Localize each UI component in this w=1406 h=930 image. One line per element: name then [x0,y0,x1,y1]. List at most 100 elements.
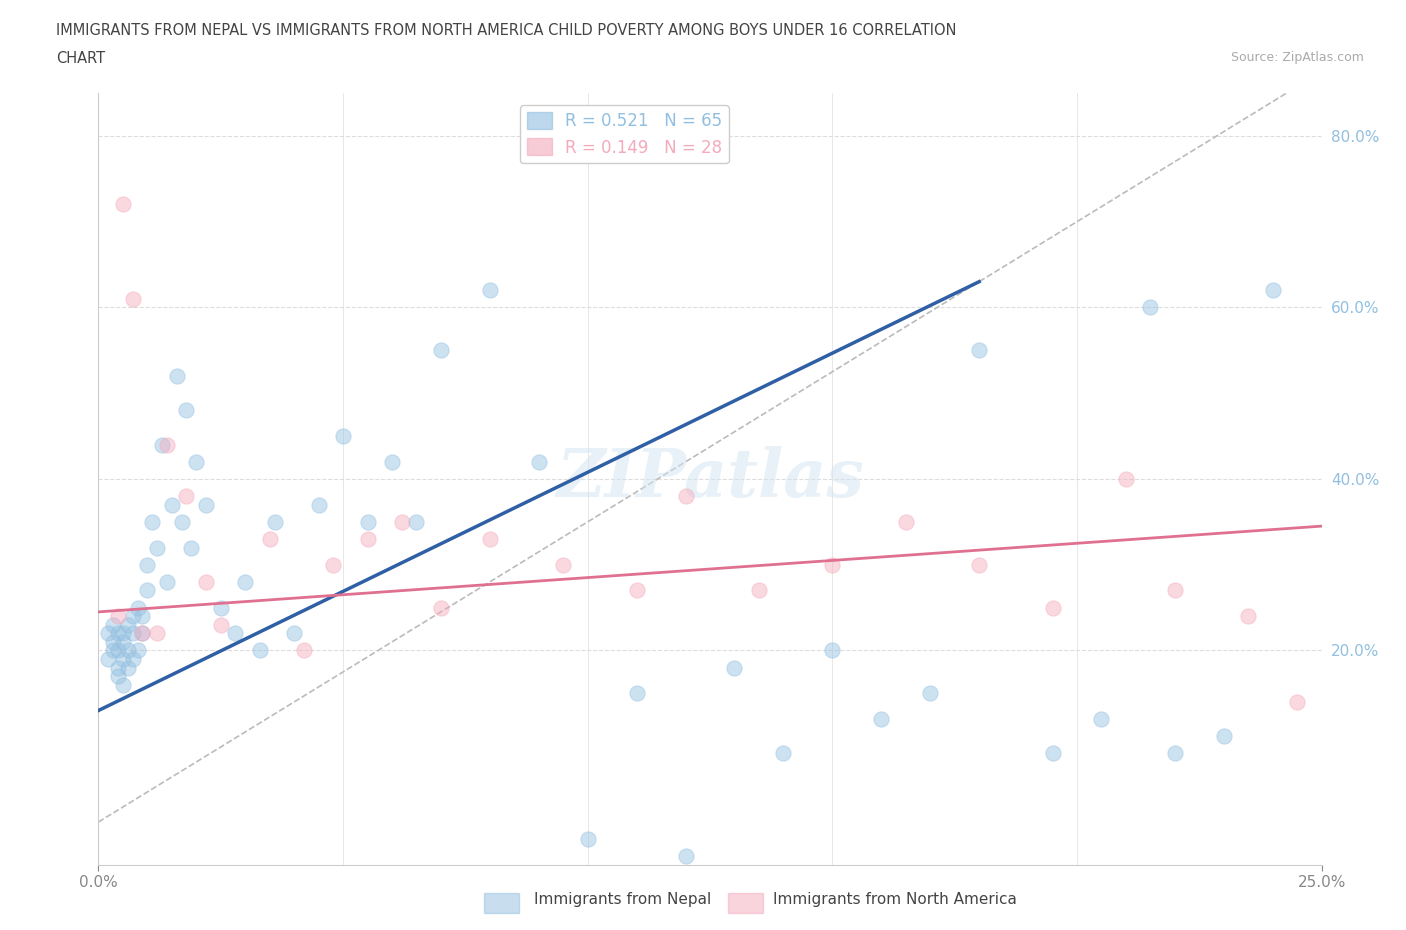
Point [478,532,501,547]
Point [1164,583,1187,598]
Point [101,634,124,649]
Point [107,643,129,658]
Point [723,660,745,675]
Point [101,618,124,632]
Text: IMMIGRANTS FROM NEPAL VS IMMIGRANTS FROM NORTH AMERICA CHILD POVERTY AMONG BOYS : IMMIGRANTS FROM NEPAL VS IMMIGRANTS FROM… [56,23,956,38]
Point [131,626,153,641]
Point [1261,283,1284,298]
Point [180,540,202,555]
Point [136,583,159,598]
Point [553,557,575,572]
Point [675,488,697,503]
Point [209,600,232,615]
Point [127,600,149,615]
Text: ZIPatlas: ZIPatlas [557,446,863,512]
Point [117,660,139,675]
Point [381,455,404,470]
Point [107,609,129,624]
Text: Immigrants from Nepal: Immigrants from Nepal [534,892,711,907]
Point [160,498,183,512]
Point [146,626,169,641]
Text: Source: ZipAtlas.com: Source: ZipAtlas.com [1230,51,1364,64]
Point [478,283,501,298]
Point [1090,711,1112,726]
Point [821,557,844,572]
Point [1042,746,1064,761]
Point [156,575,179,590]
Point [356,514,378,529]
Point [101,643,124,658]
Point [121,652,143,667]
Point [117,618,139,632]
Point [107,669,129,684]
Point [111,677,134,692]
Point [111,197,134,212]
Point [249,643,271,658]
Text: CHART: CHART [56,51,105,66]
Point [209,618,232,632]
Point [626,686,648,701]
Point [121,609,143,624]
Point [1042,600,1064,615]
Point [121,291,143,306]
Point [131,609,153,624]
Point [332,429,354,444]
Point [870,711,893,726]
Point [356,532,378,547]
Point [391,514,413,529]
Point [967,557,990,572]
Point [626,583,648,598]
Point [772,746,794,761]
Point [111,626,134,641]
Point [107,660,129,675]
Point [97,652,120,667]
Point [156,437,179,452]
Point [186,455,208,470]
Point [967,343,990,358]
Point [576,831,599,846]
Point [308,498,330,512]
Point [176,403,198,418]
Point [259,532,281,547]
Point [430,600,453,615]
Point [1286,695,1309,710]
Point [430,343,453,358]
Point [117,643,139,658]
Text: Immigrants from North America: Immigrants from North America [773,892,1017,907]
Point [107,626,129,641]
Point [748,583,770,598]
Point [1237,609,1260,624]
Point [97,626,120,641]
Point [141,514,163,529]
Point [121,626,143,641]
Point [1212,729,1234,744]
Point [195,498,218,512]
Point [146,540,169,555]
Point [136,557,159,572]
Point [233,575,256,590]
Point [166,368,188,383]
Legend: R = 0.521   N = 65, R = 0.149   N = 28: R = 0.521 N = 65, R = 0.149 N = 28 [520,105,728,163]
Point [1139,300,1161,315]
Point [1164,746,1187,761]
Point [131,626,153,641]
Point [176,488,198,503]
Point [920,686,942,701]
Point [170,514,193,529]
Point [111,652,134,667]
Point [675,849,697,864]
Point [322,557,344,572]
Point [111,634,134,649]
Point [1115,472,1137,486]
Point [150,437,173,452]
Point [894,514,917,529]
Point [821,643,844,658]
Point [527,455,550,470]
Point [127,643,149,658]
Point [263,514,285,529]
Point [292,643,315,658]
Point [405,514,427,529]
Point [224,626,246,641]
Point [195,575,218,590]
Point [283,626,305,641]
